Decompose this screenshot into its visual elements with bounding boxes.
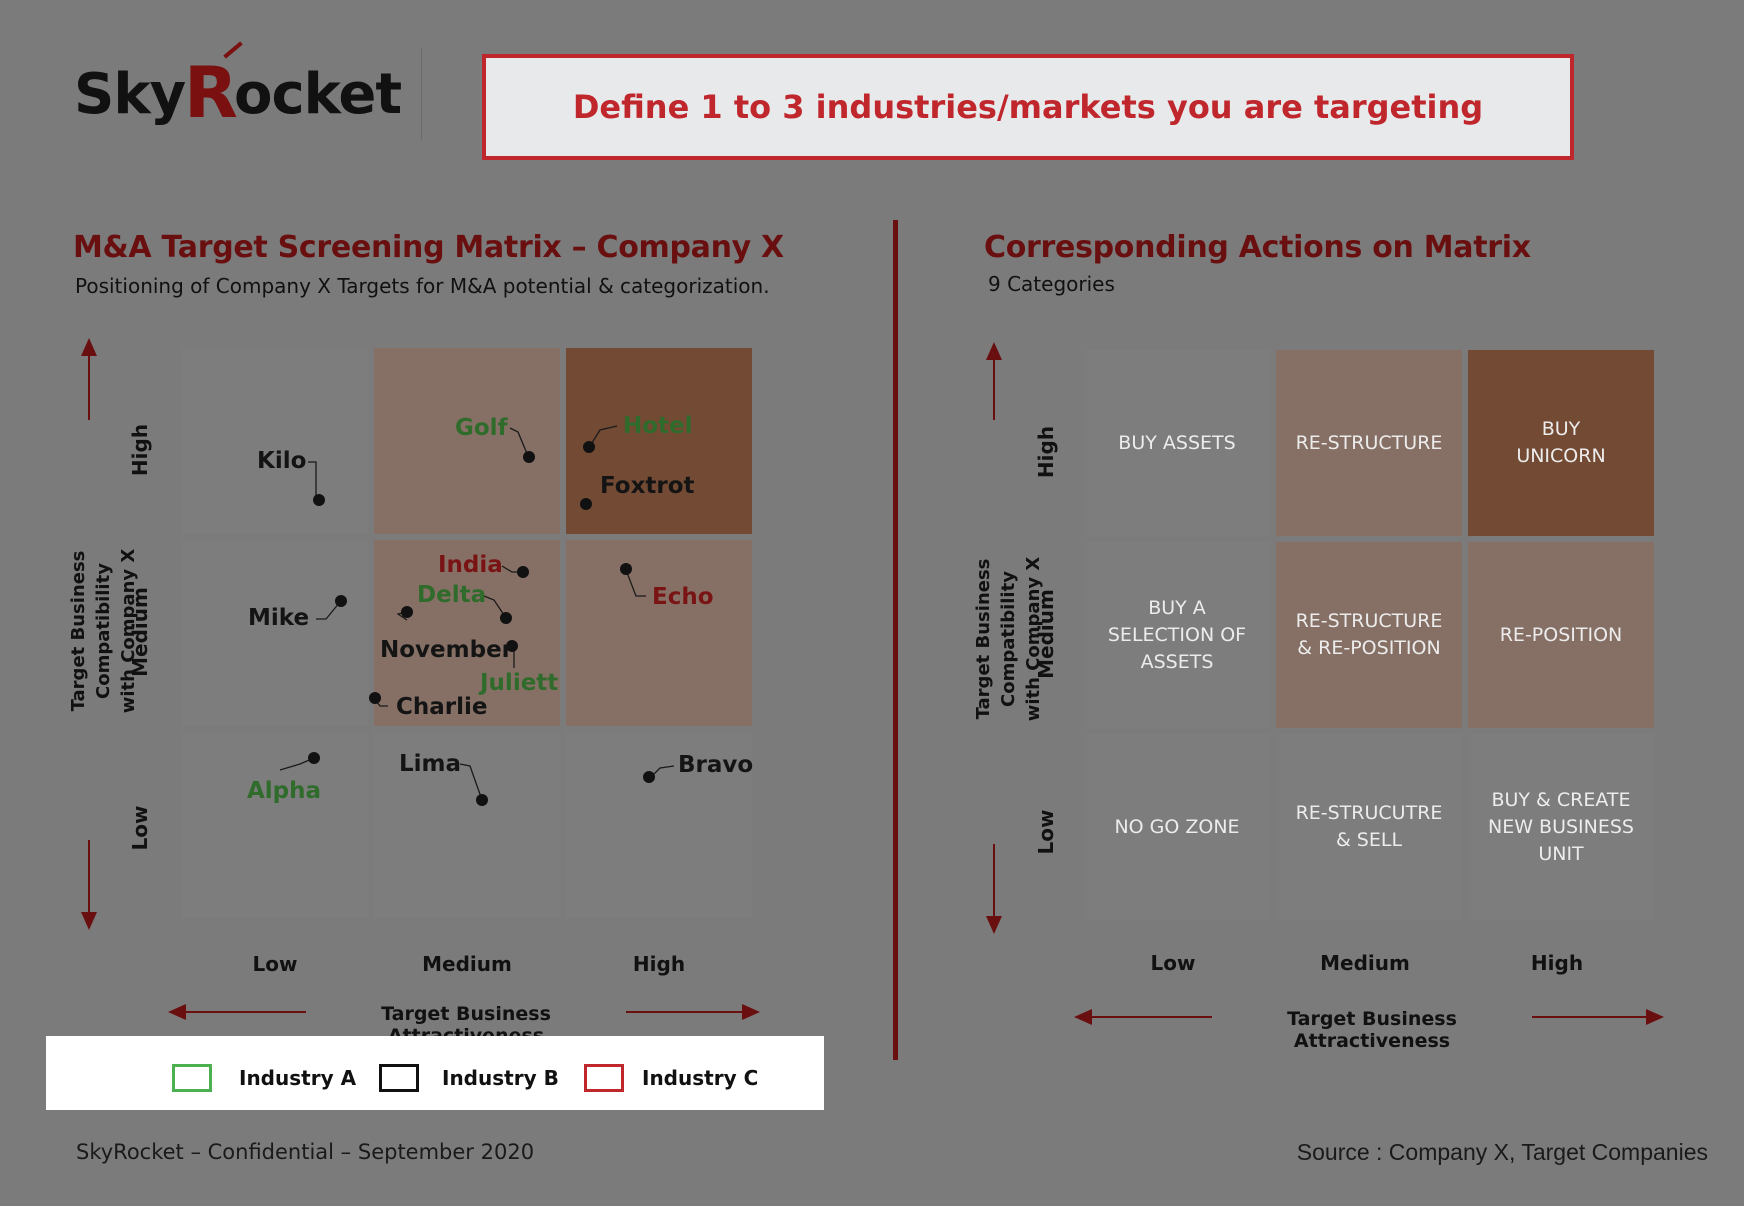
dot-mike [335,595,347,607]
target-lima: Lima [399,751,462,777]
left-cell-low-low [182,732,368,918]
action-buy-assets: BUY ASSETS [1084,350,1270,536]
legend-label-industry-a: Industry A [239,1066,357,1090]
dot-lima [476,794,488,806]
target-kilo: Kilo [257,448,307,474]
legend-label-industry-c: Industry C [642,1066,759,1090]
target-delta: Delta [417,582,487,608]
footer-confidential: SkyRocket – Confidential – September 202… [76,1140,535,1164]
right-y-axis-title: Target Business Compatibility with Compa… [973,556,1044,722]
dot-juliett [506,640,518,652]
industry-legend: Industry A Industry B Industry C [46,1036,824,1110]
action-buy-unicorn: BUY UNICORN [1468,350,1654,536]
section-divider [893,220,898,1060]
legend-swatch-industry-a [172,1064,212,1092]
target-bravo: Bravo [678,752,754,778]
dot-bravo [643,771,655,783]
footer-source: Source : Company X, Target Companies [1296,1139,1708,1165]
right-title: Corresponding Actions on Matrix [984,230,1531,265]
leader-hotel [589,425,618,447]
leader-lima [459,763,483,801]
target-echo: Echo [652,584,714,610]
logo-text-sky: Sky [74,62,186,127]
target-foxtrot: Foxtrot [600,473,695,499]
instruction-banner: Define 1 to 3 industries/markets you are… [482,54,1574,160]
target-november: November [380,637,514,663]
left-row-label-low: Low [128,805,152,851]
leader-delta [483,595,507,619]
action-restructure: RE-STRUCTURE [1276,350,1462,536]
logo-text-rocket: ocket [234,62,402,127]
right-row-label-high: High [1034,425,1058,479]
header-divider [421,48,422,140]
left-title: M&A Target Screening Matrix – Company X [73,230,784,265]
dot-golf [523,451,535,463]
right-col-label-low: Low [1150,951,1196,975]
left-cell-high-high [566,348,752,534]
left-row-label-high: High [128,423,152,477]
dot-delta [500,612,512,624]
leader-golf [509,427,529,457]
logo-text-r: R [184,52,238,134]
action-reposition: RE-POSITION [1468,542,1654,728]
target-india: India [438,552,503,578]
left-cell-medium-medium [374,540,560,726]
right-row-label-low: Low [1034,809,1058,855]
target-juliett: Juliett [480,670,559,696]
right-subtitle: 9 Categories [988,272,1115,296]
action-restructure-sell: RE-STRUCUTRE & SELL [1276,734,1462,920]
left-cell-low-high [566,732,752,918]
dot-charlie [369,692,381,704]
dot-hotel [583,441,595,453]
left-cell-high-low [182,348,368,534]
left-col-label-high: High [632,952,686,976]
target-alpha: Alpha [247,778,322,804]
leader-kilo [308,461,317,500]
action-no-go-zone: NO GO ZONE [1084,734,1270,920]
action-restructure-reposition: RE-STRUCTURE & RE-POSITION [1276,542,1462,728]
target-golf: Golf [455,415,508,441]
left-cell-low-medium [374,732,560,918]
target-charlie: Charlie [396,694,488,720]
left-col-label-medium: Medium [422,952,512,976]
action-buy-selection-assets: BUY A SELECTION OF ASSETS [1084,542,1270,728]
target-mike: Mike [248,605,310,631]
legend-label-industry-b: Industry B [442,1066,559,1090]
left-cell-medium-low [182,540,368,726]
right-col-label-medium: Medium [1320,951,1410,975]
target-hotel: Hotel [623,413,693,439]
action-buy-create-unit: BUY & CREATE NEW BUSINESS UNIT [1468,734,1654,920]
left-y-axis-title: Target Business Compatibility with Compa… [68,548,139,714]
legend-swatch-industry-b [379,1064,419,1092]
dot-india [517,566,529,578]
dot-alpha [308,752,320,764]
left-subtitle: Positioning of Company X Targets for M&A… [75,274,770,298]
leader-echo [625,569,646,597]
dot-kilo [313,494,325,506]
legend-swatch-industry-c [584,1064,624,1092]
dot-foxtrot [580,498,592,510]
left-cell-medium-high [566,540,752,726]
leader-mike [316,601,341,620]
right-x-axis-title: Target Business Attractiveness [1287,1008,1457,1052]
left-cell-high-medium [374,348,560,534]
dot-november [401,606,413,618]
dot-echo [620,563,632,575]
left-col-label-low: Low [252,952,298,976]
right-col-label-high: High [1530,951,1584,975]
skyrocket-logo: Sky R ocket [74,41,402,142]
